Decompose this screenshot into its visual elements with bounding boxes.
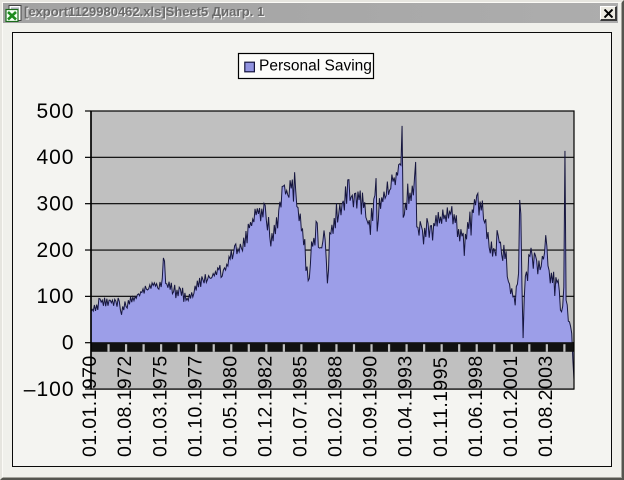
svg-text:01.09.1990: 01.09.1990 (360, 355, 382, 457)
svg-text:400: 400 (36, 146, 74, 169)
svg-text:01.05.1980: 01.05.1980 (219, 355, 241, 457)
svg-text:01.08.2003: 01.08.2003 (535, 355, 557, 457)
svg-text:100: 100 (36, 285, 74, 308)
svg-text:0: 0 (62, 332, 75, 355)
svg-text:300: 300 (36, 192, 74, 215)
svg-text:200: 200 (36, 239, 74, 262)
svg-text:01.01.1970: 01.01.1970 (79, 355, 101, 457)
svg-text:–100: –100 (24, 378, 75, 401)
svg-text:01.10.1977: 01.10.1977 (184, 355, 206, 457)
svg-text:01.08.1972: 01.08.1972 (114, 355, 136, 457)
svg-text:01.04.1993: 01.04.1993 (395, 355, 417, 457)
svg-text:01.03.1975: 01.03.1975 (149, 355, 171, 457)
svg-text:500: 500 (36, 100, 74, 123)
svg-text:01.06.1998: 01.06.1998 (465, 355, 487, 457)
svg-text:Personal Saving: Personal Saving (259, 58, 372, 75)
svg-text:01.12.1982: 01.12.1982 (254, 355, 276, 457)
svg-text:01.11.1995: 01.11.1995 (430, 357, 452, 457)
svg-text:01.07.1985: 01.07.1985 (290, 355, 312, 457)
svg-text:01.01.2001: 01.01.2001 (500, 355, 522, 457)
svg-text:01.02.1988: 01.02.1988 (325, 355, 347, 457)
